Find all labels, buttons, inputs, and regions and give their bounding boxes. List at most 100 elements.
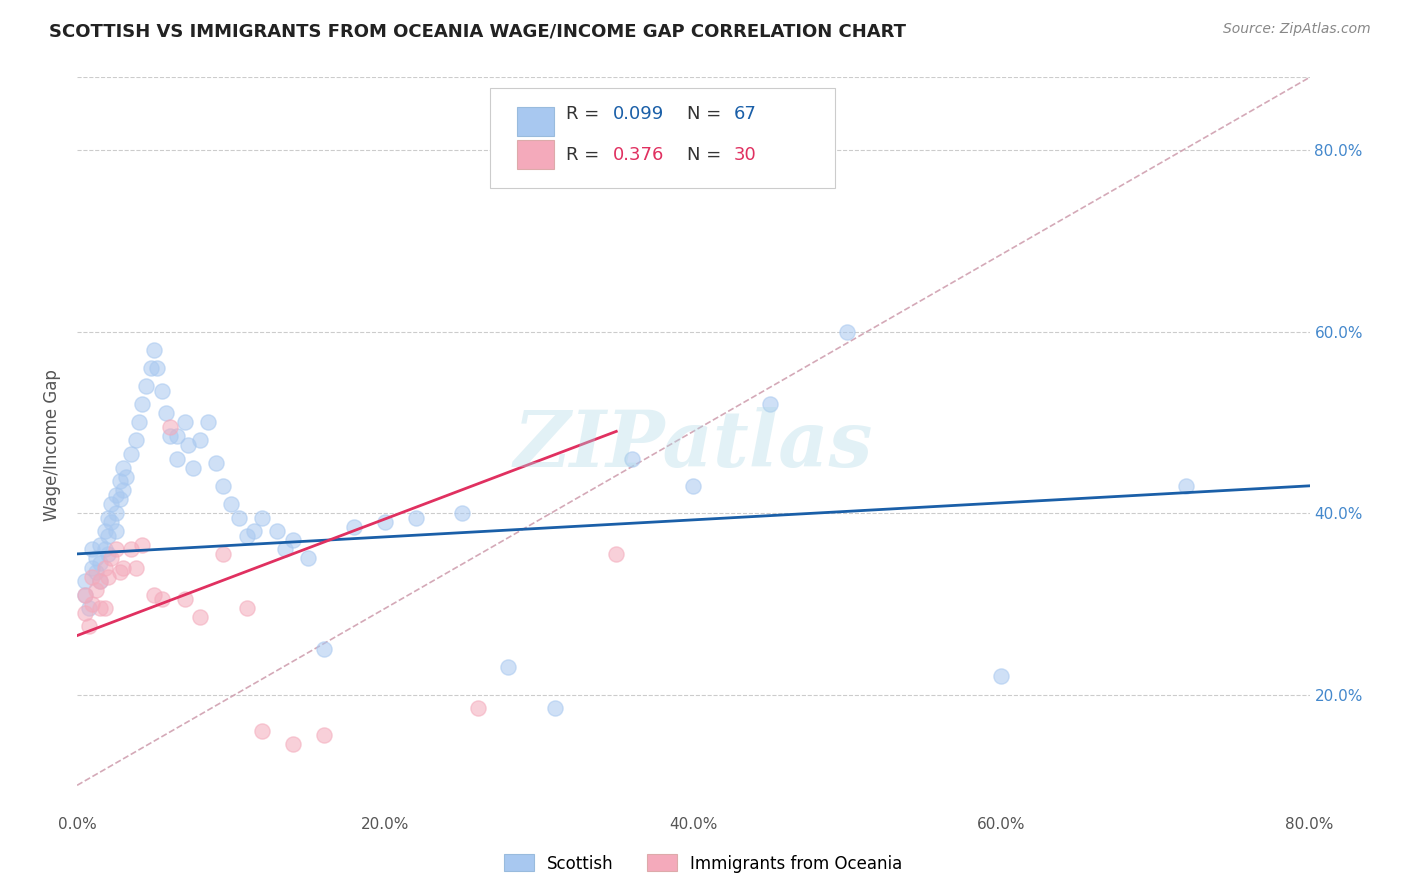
Point [250, 723, 273, 738]
Point [235, 529, 257, 543]
Point [146, 360, 169, 375]
Text: R =: R = [567, 105, 606, 123]
Point [89, 601, 111, 615]
Point [97, 547, 120, 561]
Point [97, 529, 120, 543]
Point [139, 360, 162, 375]
Point [89, 556, 111, 570]
Point [159, 429, 181, 443]
Point [467, 701, 489, 715]
Point [89, 538, 111, 552]
Y-axis label: Wage/Income Gap: Wage/Income Gap [44, 369, 60, 521]
Point [73, 574, 96, 588]
Point [312, 642, 335, 657]
Point [188, 610, 211, 624]
Point [73, 588, 96, 602]
Point [219, 497, 242, 511]
Point [343, 519, 366, 533]
Point [104, 488, 127, 502]
Point [79, 619, 101, 633]
Point [97, 569, 120, 583]
Point [159, 420, 181, 434]
Point [94, 542, 117, 557]
Point [94, 524, 117, 539]
Point [1175, 479, 1198, 493]
Point [124, 434, 146, 448]
Point [73, 588, 96, 602]
Point [100, 551, 122, 566]
Point [166, 451, 188, 466]
Point [498, 660, 520, 674]
Point [82, 597, 104, 611]
FancyBboxPatch shape [517, 140, 554, 169]
Point [405, 510, 427, 524]
Point [104, 542, 127, 557]
Point [104, 506, 127, 520]
Point [174, 415, 197, 429]
Point [84, 565, 107, 579]
Point [82, 569, 104, 583]
Point [112, 460, 135, 475]
Point [543, 701, 565, 715]
Point [79, 601, 101, 615]
Point [837, 325, 859, 339]
Point [605, 547, 627, 561]
Point [84, 583, 107, 598]
Point [112, 560, 135, 574]
Text: N =: N = [688, 105, 727, 123]
Text: N =: N = [688, 145, 727, 163]
Point [135, 379, 157, 393]
Point [150, 384, 173, 398]
Point [112, 483, 135, 498]
Point [243, 524, 266, 539]
Point [115, 469, 138, 483]
Point [84, 551, 107, 566]
Point [143, 343, 166, 357]
Point [120, 542, 142, 557]
Point [94, 560, 117, 574]
Point [110, 565, 132, 579]
Point [682, 479, 704, 493]
Point [212, 547, 235, 561]
Point [235, 601, 257, 615]
FancyBboxPatch shape [489, 88, 835, 187]
Point [451, 506, 474, 520]
Point [620, 451, 643, 466]
Point [82, 560, 104, 574]
Point [104, 524, 127, 539]
Point [89, 574, 111, 588]
Text: 30: 30 [734, 145, 756, 163]
Point [266, 524, 288, 539]
Point [150, 592, 173, 607]
Point [374, 515, 396, 529]
FancyBboxPatch shape [517, 107, 554, 136]
Point [177, 438, 200, 452]
Text: R =: R = [567, 145, 606, 163]
Point [197, 415, 219, 429]
Point [100, 515, 122, 529]
Point [128, 415, 150, 429]
Point [250, 510, 273, 524]
Point [82, 542, 104, 557]
Point [188, 434, 211, 448]
Point [110, 492, 132, 507]
Point [131, 538, 153, 552]
Point [97, 510, 120, 524]
Point [274, 542, 297, 557]
Text: 67: 67 [734, 105, 756, 123]
Point [759, 397, 782, 411]
Point [89, 574, 111, 588]
Point [212, 479, 235, 493]
Point [281, 533, 304, 548]
Point [228, 510, 250, 524]
Point [100, 497, 122, 511]
Point [73, 606, 96, 620]
Point [174, 592, 197, 607]
Legend: Scottish, Immigrants from Oceania: Scottish, Immigrants from Oceania [496, 847, 910, 880]
Text: 0.099: 0.099 [613, 105, 665, 123]
Point [94, 601, 117, 615]
Point [312, 728, 335, 742]
Point [166, 429, 188, 443]
Point [110, 475, 132, 489]
Point [990, 669, 1012, 683]
